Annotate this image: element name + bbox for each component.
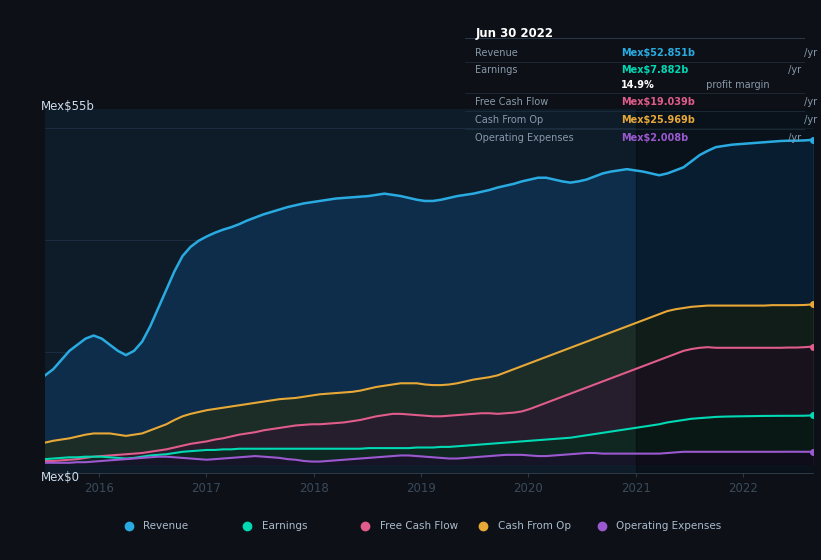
Text: Jun 30 2022: Jun 30 2022 xyxy=(475,27,553,40)
Text: Free Cash Flow: Free Cash Flow xyxy=(380,521,458,531)
Text: Earnings: Earnings xyxy=(262,521,307,531)
Text: Revenue: Revenue xyxy=(144,521,189,531)
Text: Mex$25.969b: Mex$25.969b xyxy=(621,115,695,125)
Text: Cash From Op: Cash From Op xyxy=(498,521,571,531)
Text: Mex$2.008b: Mex$2.008b xyxy=(621,133,689,143)
Text: /yr: /yr xyxy=(785,65,800,75)
Text: Mex$19.039b: Mex$19.039b xyxy=(621,97,695,107)
Text: Cash From Op: Cash From Op xyxy=(475,115,544,125)
Text: Earnings: Earnings xyxy=(475,65,518,75)
Text: /yr: /yr xyxy=(785,133,800,143)
Text: Mex$55b: Mex$55b xyxy=(41,100,95,113)
Text: Revenue: Revenue xyxy=(475,48,518,58)
Text: 14.9%: 14.9% xyxy=(621,80,655,90)
Text: /yr: /yr xyxy=(801,115,817,125)
Text: Mex$0: Mex$0 xyxy=(41,472,80,484)
Text: Operating Expenses: Operating Expenses xyxy=(475,133,574,143)
Text: Operating Expenses: Operating Expenses xyxy=(617,521,722,531)
Text: Mex$7.882b: Mex$7.882b xyxy=(621,65,689,75)
Text: profit margin: profit margin xyxy=(703,80,769,90)
Bar xyxy=(635,109,821,473)
Text: /yr: /yr xyxy=(801,97,817,107)
Text: Free Cash Flow: Free Cash Flow xyxy=(475,97,548,107)
Text: Mex$52.851b: Mex$52.851b xyxy=(621,48,695,58)
Text: /yr: /yr xyxy=(801,48,817,58)
